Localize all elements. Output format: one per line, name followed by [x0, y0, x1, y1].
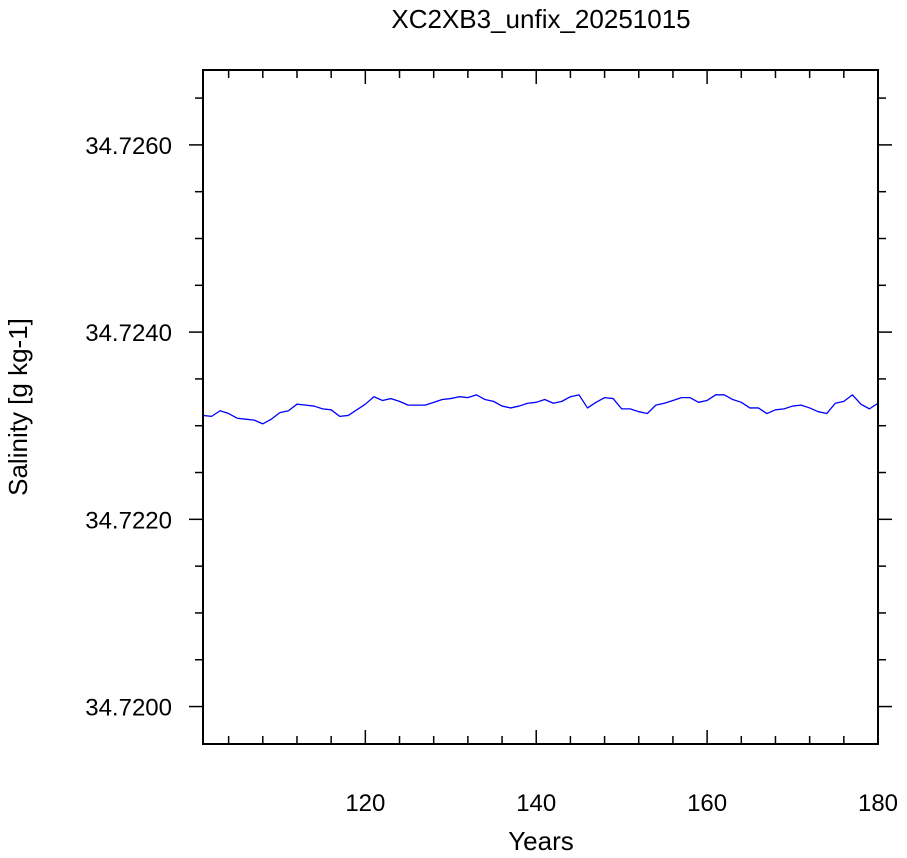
x-tick-label: 120 — [345, 790, 385, 817]
y-tick-label: 34.7200 — [85, 695, 172, 722]
y-axis-ticks — [189, 97, 892, 708]
chart-title: XC2XB3_unfix_20251015 — [391, 4, 690, 34]
x-tick-label: 180 — [858, 790, 898, 817]
y-axis-tick-labels: 34.7200 34.7220 34.7240 34.7260 — [85, 133, 172, 722]
x-tick-label: 160 — [687, 790, 727, 817]
x-axis-tick-labels: 120 140 160 180 — [345, 790, 898, 817]
y-axis-label: Salinity [g kg-1] — [3, 318, 33, 496]
plot-frame — [202, 69, 879, 745]
y-tick-label: 34.7260 — [85, 133, 172, 160]
series-group — [202, 394, 879, 425]
x-axis-label: Years — [508, 826, 574, 856]
x-axis-ticks — [227, 70, 879, 744]
x-tick-label: 140 — [516, 790, 556, 817]
series-line — [202, 394, 879, 425]
y-tick-label: 34.7240 — [85, 320, 172, 347]
y-tick-label: 34.7220 — [85, 507, 172, 534]
